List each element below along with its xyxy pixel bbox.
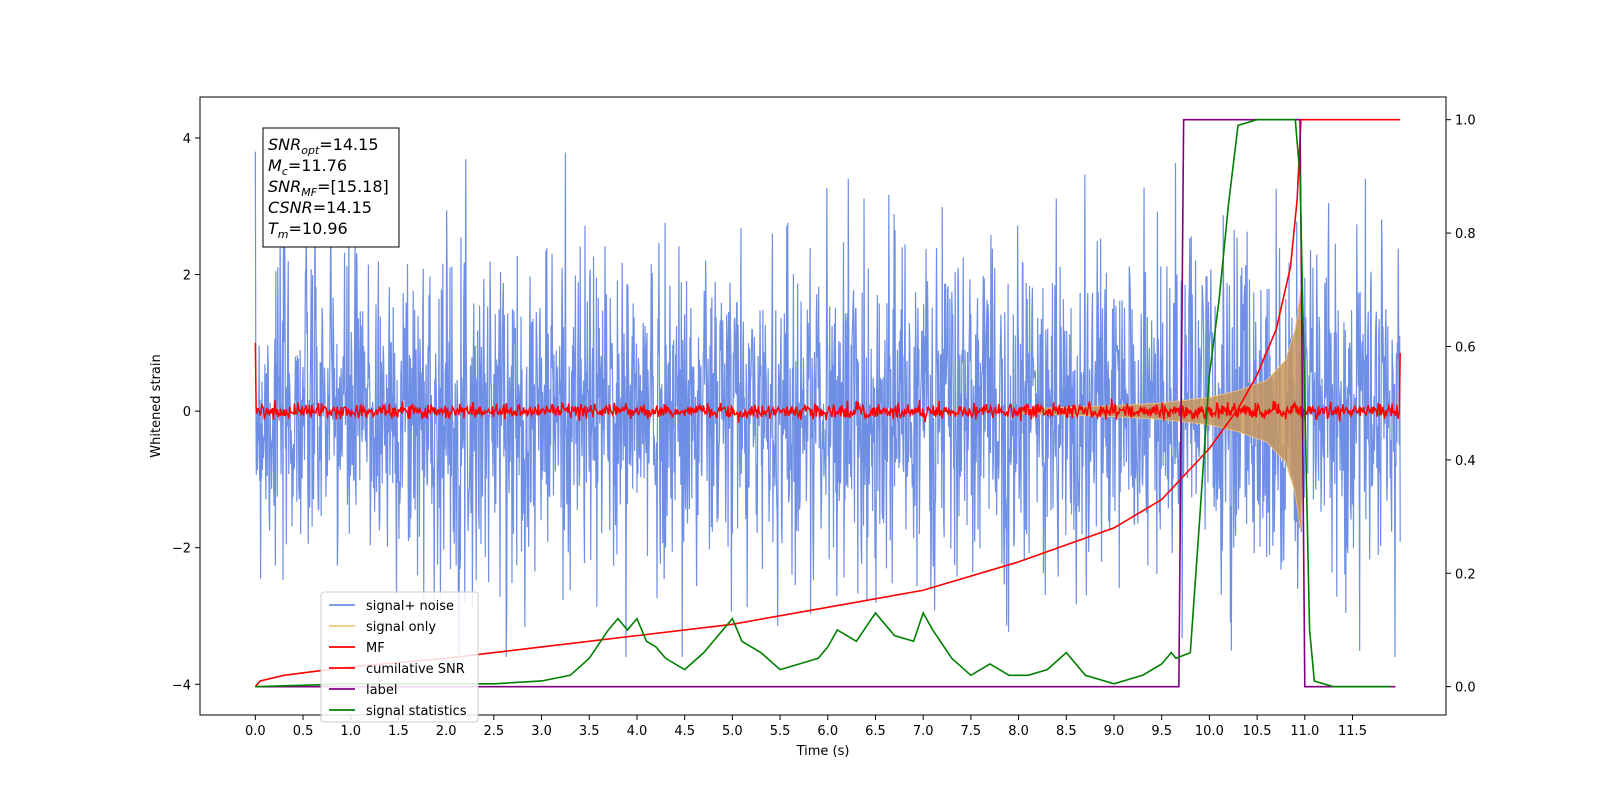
- x-tick-label: 10.0: [1195, 724, 1224, 739]
- y-tick-label: 4: [183, 132, 191, 147]
- x-tick-label: 11.5: [1338, 724, 1367, 739]
- stats-annotation-line: CSNR=14.15: [268, 198, 372, 217]
- x-tick-label: 1.0: [340, 724, 361, 739]
- series-signal-statistics-line: [255, 118, 1391, 688]
- x-axis-title: Time (s): [796, 744, 850, 759]
- x-tick-label: 4.0: [627, 724, 648, 739]
- stats-annotation-line: Mc=11.76: [268, 156, 347, 178]
- plot-frame: [199, 96, 1447, 716]
- y2-tick-label: 0.8: [1455, 227, 1476, 242]
- x-tick-label: 5.0: [722, 724, 743, 739]
- y2-tick-label: 1.0: [1455, 114, 1476, 129]
- x-tick-label: 8.0: [1008, 724, 1029, 739]
- x-tick-label: 9.5: [1151, 724, 1172, 739]
- series-mf-line: [254, 342, 1401, 423]
- x-tick-label: 11.0: [1290, 724, 1319, 739]
- stats-annotation-line: SNRopt=14.15: [268, 135, 379, 157]
- x-tick-label: 6.0: [817, 724, 838, 739]
- x-tick-label: 0.5: [293, 724, 314, 739]
- y2-tick-label: 0.6: [1455, 340, 1476, 355]
- x-tick-label: 6.5: [865, 724, 886, 739]
- y-axis-right: 0.0 0.2 0.4 0.6 0.8 1.0: [1446, 114, 1476, 696]
- stats-annotation-frame: [262, 127, 400, 248]
- legend-frame: [320, 591, 479, 723]
- x-tick-label: 4.5: [674, 724, 695, 739]
- series-signal-noise-line: [254, 151, 1401, 657]
- series-layer: [254, 118, 1401, 688]
- x-tick-label: 0.0: [245, 724, 266, 739]
- legend-entry-label: signal only: [366, 620, 436, 635]
- y-tick-label: 0: [183, 405, 191, 420]
- y-axis-left: −4 −2 0 2 4: [172, 132, 200, 693]
- x-tick-label: 3.0: [531, 724, 552, 739]
- x-tick-label: 2.5: [484, 724, 505, 739]
- y-tick-label: −4: [172, 678, 191, 693]
- x-tick-label: 3.5: [579, 724, 600, 739]
- y2-tick-label: 0.2: [1455, 567, 1476, 582]
- x-tick-label: 9.0: [1104, 724, 1125, 739]
- x-tick-label: 7.5: [961, 724, 982, 739]
- y-tick-label: 2: [183, 269, 191, 284]
- stats-annotation-box: SNRopt=14.15Mc=11.76SNRMF=[15.18]CSNR=14…: [262, 127, 400, 248]
- legend-entry-label: label: [366, 683, 397, 698]
- x-tick-label: 2.0: [436, 724, 457, 739]
- legend-entry-label: signal+ noise: [366, 599, 454, 614]
- legend-entry-label: MF: [366, 641, 385, 656]
- legend-entry-label: cumilative SNR: [366, 662, 465, 677]
- legend: signal+ noise signal only MF cumilative SNR…: [320, 591, 479, 723]
- y-tick-label: −2: [172, 542, 191, 557]
- y-axis-title: Whitened strain: [149, 354, 164, 457]
- x-tick-label: 7.0: [913, 724, 934, 739]
- x-tick-label: 8.5: [1056, 724, 1077, 739]
- stats-annotation-line: Tm=10.96: [268, 219, 348, 241]
- x-tick-label: 10.5: [1243, 724, 1272, 739]
- stats-annotation-line: SNRMF=[15.18]: [268, 177, 389, 199]
- y2-tick-label: 0.0: [1455, 681, 1476, 696]
- x-tick-label: 5.5: [770, 724, 791, 739]
- x-axis: 0.0 0.5 1.0 1.5 2.0 2.5 3.0 3.5 4.0 4.5 5.0 5.5 6.0 6…: [245, 715, 1367, 739]
- legend-entry-label: signal statistics: [366, 704, 467, 719]
- x-tick-label: 1.5: [388, 724, 409, 739]
- series-label-line: [255, 118, 1396, 688]
- y2-tick-label: 0.4: [1455, 454, 1476, 469]
